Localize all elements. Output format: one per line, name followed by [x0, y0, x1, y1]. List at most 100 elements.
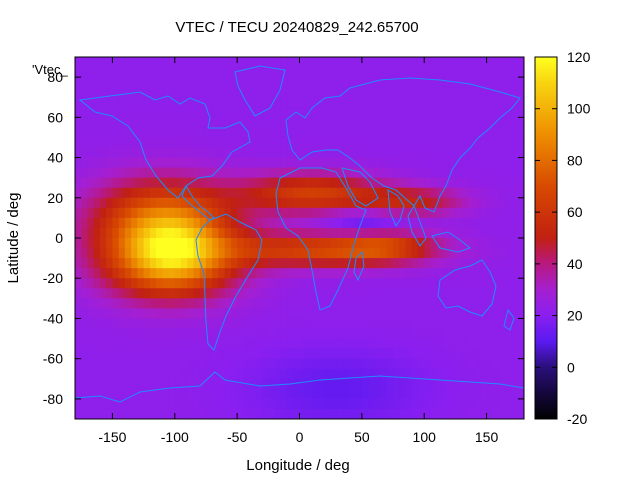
heatmap-cell [368, 167, 375, 179]
heatmap-cell [424, 87, 432, 98]
heatmap-cell [112, 258, 120, 269]
heatmap-cell [511, 298, 519, 309]
heatmap-cell [156, 207, 163, 219]
heatmap-cell [442, 378, 450, 390]
heatmap-cell [355, 368, 363, 380]
heatmap-cell [430, 408, 438, 419]
heatmap-cell [212, 147, 220, 159]
heatmap-cell [305, 217, 313, 229]
heatmap-cell [212, 378, 220, 390]
heatmap-cell [417, 177, 425, 189]
heatmap-cell [305, 338, 313, 350]
heatmap-cell [299, 177, 307, 189]
heatmap-cell [511, 207, 519, 219]
heatmap-cell [249, 157, 257, 169]
heatmap-cell [224, 97, 232, 108]
heatmap-cell [280, 177, 288, 189]
heatmap-cell [212, 57, 220, 68]
heatmap-cell [324, 368, 332, 380]
heatmap-cell [262, 137, 269, 149]
heatmap-cell [131, 408, 138, 419]
heatmap-cell [374, 107, 382, 118]
heatmap-cell [393, 187, 400, 199]
heatmap-cell [343, 97, 350, 108]
heatmap-cell [162, 117, 170, 128]
heatmap-cell [106, 217, 114, 229]
heatmap-cell [174, 348, 182, 360]
heatmap-cell [162, 348, 170, 360]
heatmap-cell [330, 308, 338, 320]
heatmap-cell [106, 197, 114, 209]
heatmap-cell [287, 268, 294, 279]
heatmap-cell [461, 388, 469, 400]
heatmap-cell [374, 278, 382, 289]
heatmap-cell [262, 248, 269, 259]
heatmap-cell [442, 117, 450, 128]
heatmap-cell [99, 408, 107, 419]
heatmap-cell [486, 157, 494, 169]
heatmap-cell [486, 127, 494, 139]
heatmap-cell [467, 358, 475, 370]
heatmap-cell [162, 298, 170, 309]
heatmap-cell [224, 408, 232, 419]
coastline-madagascar [353, 250, 365, 282]
heatmap-cell [156, 268, 163, 279]
heatmap-cell [87, 167, 95, 179]
heatmap-cell [218, 298, 226, 309]
heatmap-cell [517, 207, 524, 219]
x-tick-label: 0 [296, 429, 304, 445]
heatmap-cell [405, 398, 413, 410]
heatmap-cell [75, 238, 82, 249]
heatmap-cell [318, 258, 326, 269]
heatmap-cell [149, 167, 157, 179]
heatmap-cell [399, 157, 407, 169]
heatmap-cell [193, 147, 201, 159]
heatmap-cell [492, 97, 500, 108]
heatmap-cell [417, 328, 425, 340]
heatmap-cell [442, 278, 450, 289]
heatmap-cell [461, 107, 469, 118]
heatmap-cell [399, 187, 407, 199]
heatmap-cell [118, 87, 126, 98]
heatmap-cell [305, 258, 313, 269]
heatmap-cell [168, 157, 176, 169]
heatmap-cell [274, 137, 282, 149]
heatmap-cell [442, 187, 450, 199]
heatmap-cell [75, 157, 82, 169]
heatmap-cell [299, 197, 307, 209]
heatmap-cell [230, 348, 238, 360]
heatmap-cell [505, 408, 513, 419]
heatmap-cell [380, 57, 388, 68]
heatmap-cell [268, 298, 276, 309]
heatmap-cell [243, 298, 251, 309]
heatmap-cell [374, 157, 382, 169]
heatmap-cell [417, 338, 425, 350]
heatmap-cell [311, 388, 319, 400]
heatmap-cell [436, 288, 444, 299]
heatmap-cell [249, 207, 257, 219]
heatmap-cell [486, 298, 494, 309]
heatmap-cell [480, 67, 488, 78]
heatmap-cell [106, 358, 114, 370]
heatmap-cell [486, 258, 494, 269]
heatmap-cell [280, 338, 288, 350]
heatmap-cell [517, 398, 524, 410]
heatmap-cell [480, 248, 488, 259]
heatmap-cell [168, 378, 176, 390]
heatmap-cell [330, 278, 338, 289]
heatmap-cell [393, 67, 400, 78]
heatmap-cell [287, 97, 294, 108]
heatmap-cell [480, 87, 488, 98]
heatmap-cell [393, 127, 400, 139]
heatmap-cell [480, 368, 488, 380]
heatmap-cell [374, 368, 382, 380]
heatmap-cell [181, 288, 188, 299]
heatmap-cell [343, 137, 350, 149]
heatmap-cell [430, 127, 438, 139]
heatmap-cell [305, 348, 313, 360]
heatmap-cell [218, 117, 226, 128]
heatmap-cell [311, 238, 319, 249]
heatmap-cell [255, 308, 263, 320]
heatmap-cell [368, 137, 375, 149]
heatmap-cell [199, 87, 207, 98]
